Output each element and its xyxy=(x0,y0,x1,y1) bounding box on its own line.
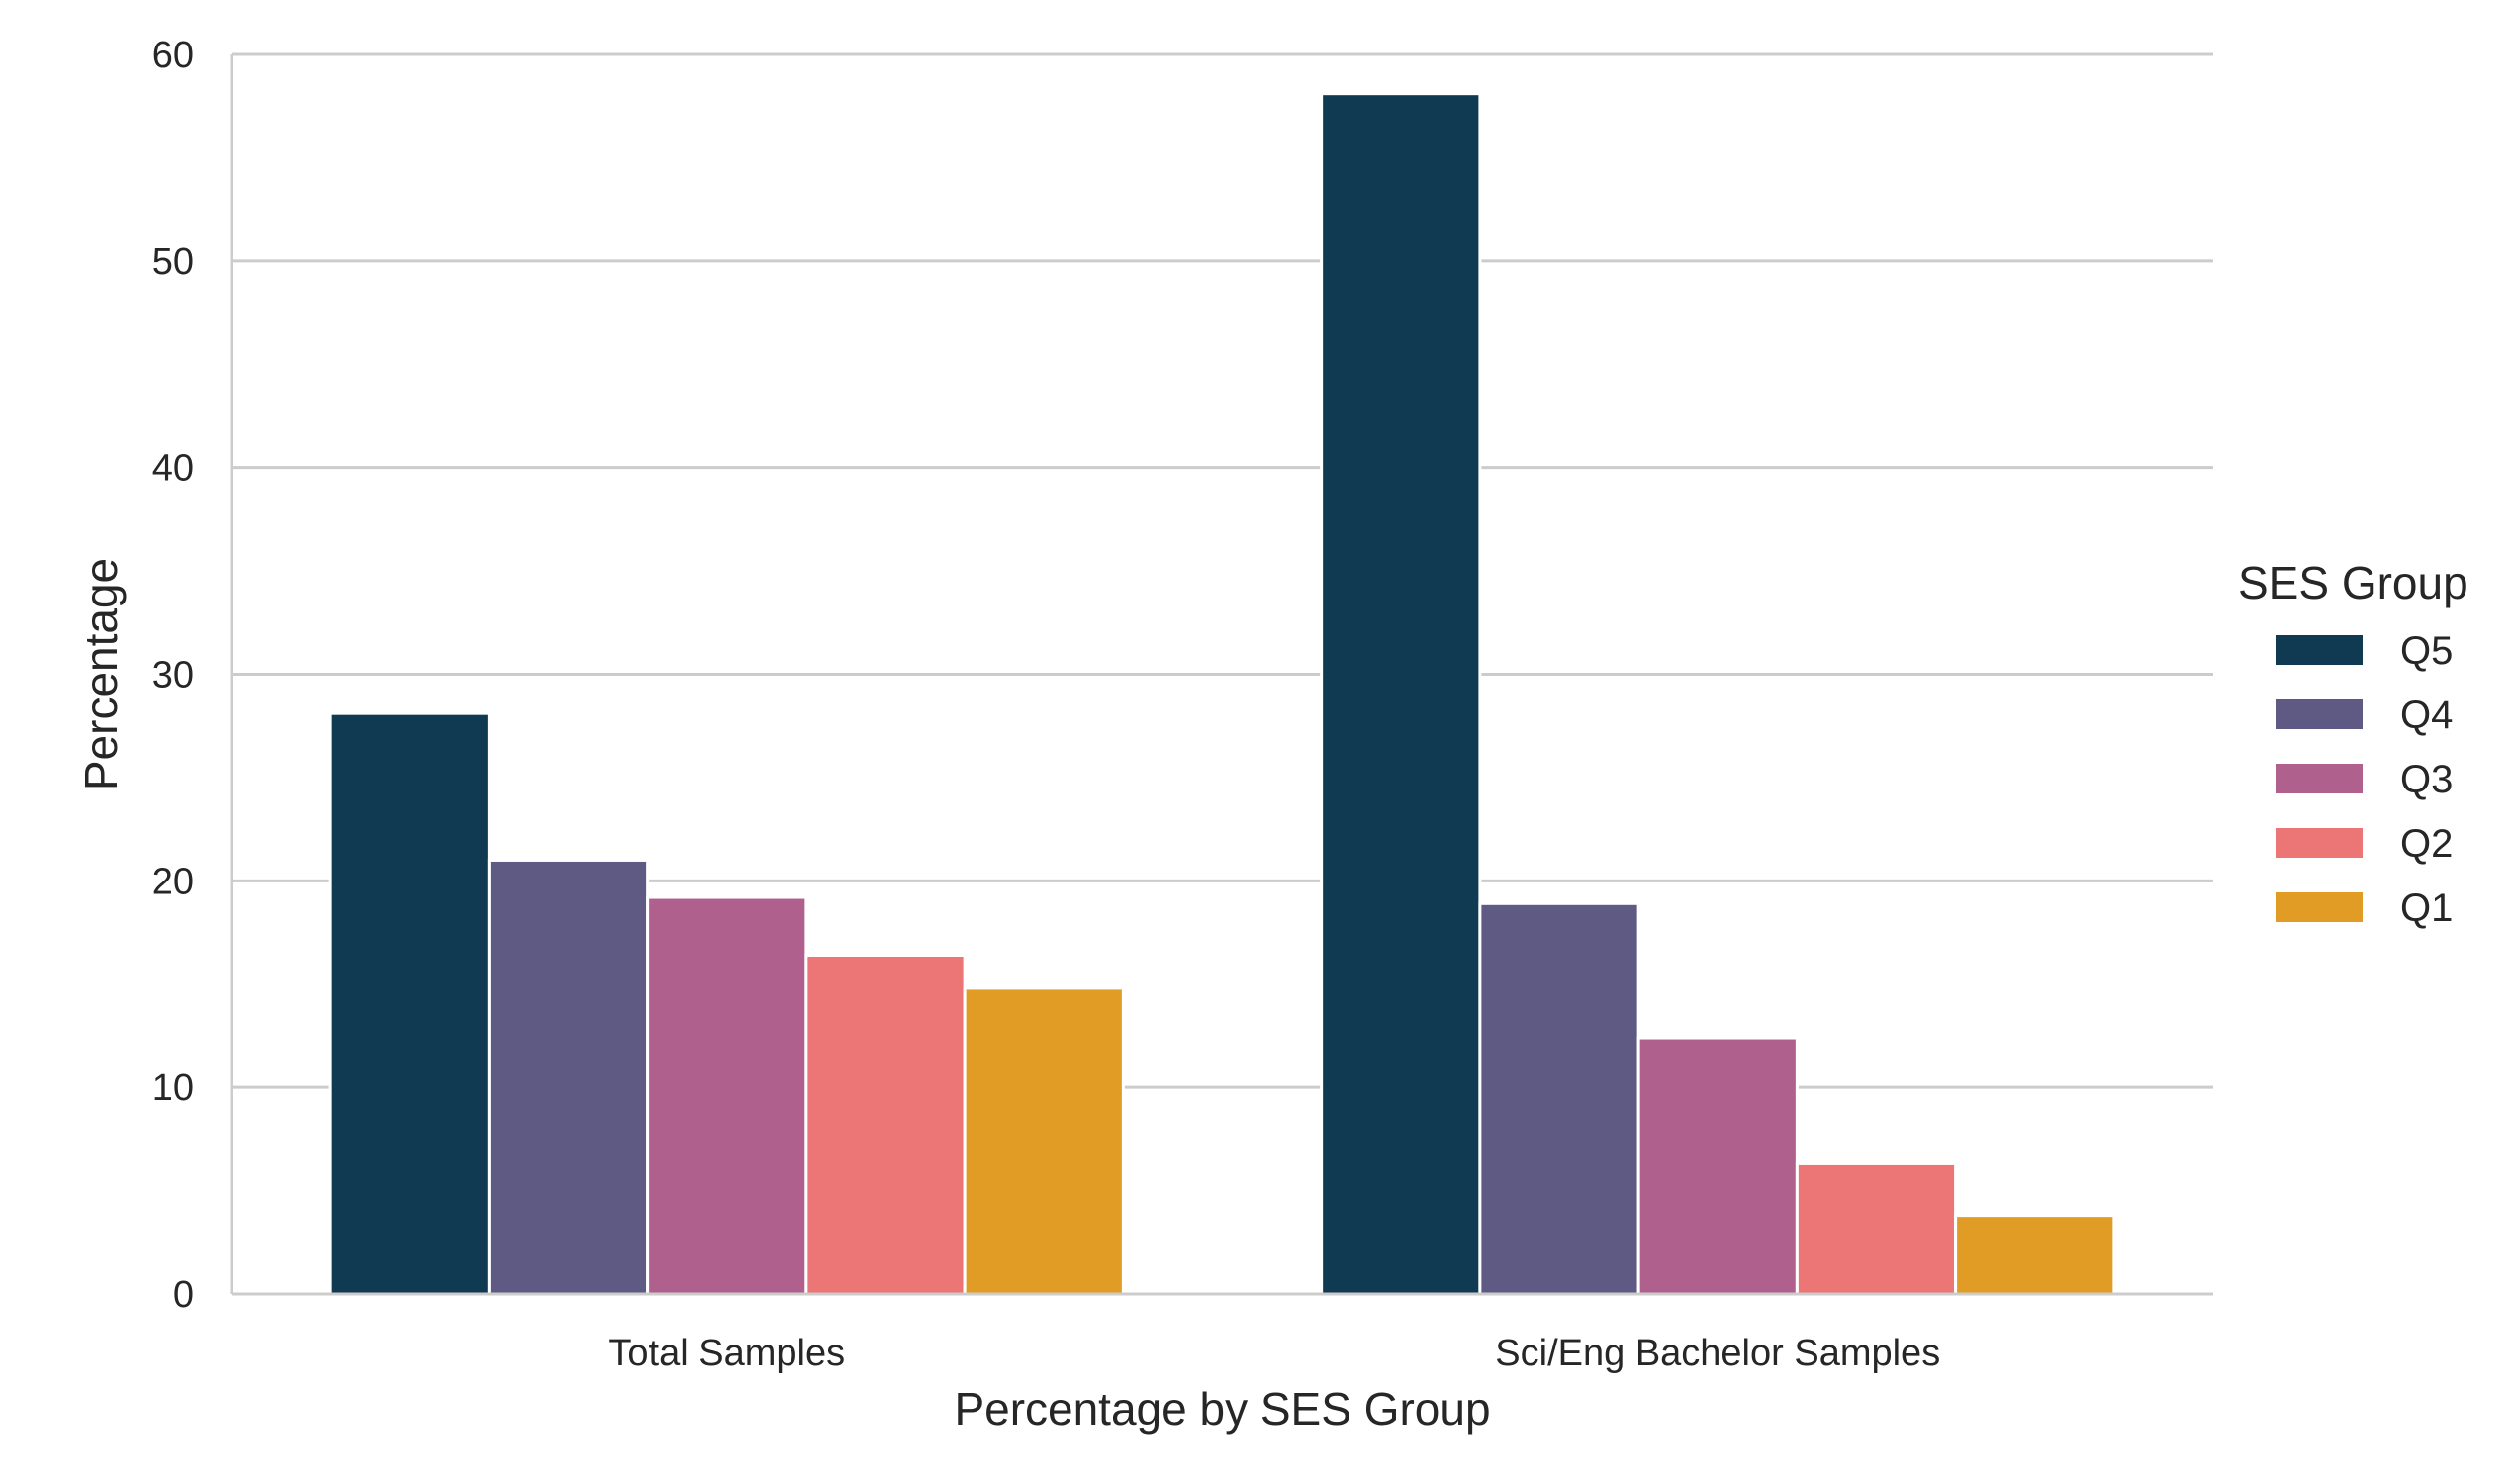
bar-q4-2 xyxy=(1478,901,1640,1296)
y-tick-label: 20 xyxy=(152,861,194,902)
bar-q3-2 xyxy=(1636,1036,1799,1296)
x-tick-label: Sci/Eng Bachelor Samples xyxy=(1495,1333,1940,1374)
bar-q5-2 xyxy=(1320,92,1482,1296)
y-tick-label: 30 xyxy=(152,655,194,696)
legend-swatch-q3 xyxy=(2276,764,2363,793)
legend-label-q5: Q5 xyxy=(2400,629,2453,673)
legend-swatch-q2 xyxy=(2276,828,2363,858)
legend-label-q2: Q2 xyxy=(2400,822,2453,866)
y-tick-label: 0 xyxy=(173,1274,194,1316)
legend-label-q4: Q4 xyxy=(2400,694,2453,737)
legend-swatch-q5 xyxy=(2276,635,2363,665)
legend: SES Group Q5 Q4 Q3 Q2 Q1 xyxy=(2238,557,2468,930)
y-axis-title: Percentage xyxy=(75,558,127,790)
y-tick-label: 10 xyxy=(152,1067,194,1109)
bar-q1-2 xyxy=(1954,1214,2116,1296)
bar-q3-1 xyxy=(646,895,808,1296)
x-axis-title: Percentage by SES Group xyxy=(954,1383,1490,1435)
legend-label-q3: Q3 xyxy=(2400,758,2453,801)
bar-q5-1 xyxy=(328,711,491,1296)
y-tick-label: 50 xyxy=(152,241,194,283)
bar-q2-1 xyxy=(804,954,967,1296)
x-tick-label: Total Samples xyxy=(608,1333,845,1374)
legend-swatch-q4 xyxy=(2276,699,2363,729)
legend-items: Q5 Q4 Q3 Q2 Q1 xyxy=(2276,629,2453,930)
bars xyxy=(328,92,2116,1296)
y-tick-labels: 0 10 20 30 40 50 60 xyxy=(152,35,194,1316)
axes xyxy=(230,54,2213,1296)
legend-label-q1: Q1 xyxy=(2400,886,2453,930)
bar-q1-1 xyxy=(963,986,1125,1296)
legend-swatch-q1 xyxy=(2276,892,2363,922)
bar-q4-1 xyxy=(487,858,650,1296)
y-tick-label: 40 xyxy=(152,448,194,490)
bar-q2-2 xyxy=(1795,1161,1958,1296)
y-tick-label: 60 xyxy=(152,35,194,76)
legend-title: SES Group xyxy=(2238,557,2468,608)
x-tick-labels: Total Samples Sci/Eng Bachelor Samples xyxy=(608,1333,1940,1374)
